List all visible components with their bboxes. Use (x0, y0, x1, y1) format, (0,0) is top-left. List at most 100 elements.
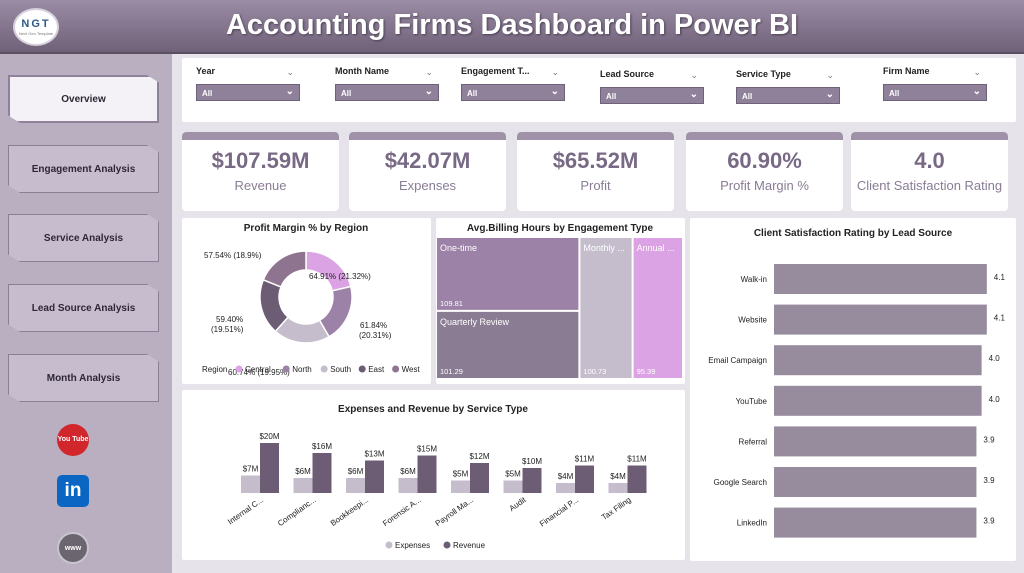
kpi-label: Profit Margin % (720, 178, 809, 193)
treemap-label-annual: Annual ... (637, 243, 675, 253)
service-type-select[interactable]: All ⌄ (736, 87, 840, 104)
card-strip (851, 132, 1008, 140)
engagement-type-select[interactable]: All ⌄ (461, 84, 565, 101)
kpi-value: $65.52M (552, 148, 639, 173)
bar (774, 304, 987, 335)
column-category-label: Forensic A... (381, 495, 423, 528)
bar-value-label: 4.0 (989, 354, 1001, 363)
page-title: Accounting Firms Dashboard in Power BI (225, 9, 798, 41)
legend-dot-central (235, 365, 243, 373)
chevron-down-icon[interactable]: ⌄ (826, 70, 834, 80)
kpi-card-expenses: $42.07M Expenses (349, 132, 506, 211)
dropdown-icon: ⌄ (550, 86, 559, 97)
globe-icon[interactable]: www (57, 532, 89, 564)
column-expenses (608, 483, 628, 493)
column-value-label: $15M (417, 445, 437, 454)
kpi-value: $107.59M (211, 148, 310, 173)
filter-label: Firm Name (883, 66, 930, 76)
column-expenses (503, 480, 523, 493)
column-revenue (470, 463, 489, 493)
bar-category-label: Google Search (714, 478, 767, 487)
bar-category-label: Walk-in (741, 275, 767, 284)
sidebar: Overview Engagement Analysis Service Ana… (0, 54, 172, 573)
linkedin-icon[interactable]: in (57, 475, 89, 507)
column-revenue (312, 453, 332, 493)
lead-source-select[interactable]: All ⌄ (600, 87, 704, 104)
nav-service-analysis-button[interactable]: Service Analysis (8, 214, 159, 262)
bar-category-label: Referral (739, 437, 768, 446)
nav-overview-button[interactable]: Overview (8, 75, 159, 123)
logo-text: NGT (21, 18, 51, 30)
column-value-label: $10M (522, 457, 542, 466)
column-value-label: $4M (610, 472, 626, 481)
nav-engagement-analysis-button[interactable]: Engagement Analysis (8, 145, 159, 193)
filter-lead-source: Lead Source ⌄ All ⌄ (600, 69, 704, 104)
nav-lead-source-analysis-button[interactable]: Lead Source Analysis (8, 284, 159, 332)
bar-value-label: 4.1 (994, 273, 1006, 282)
treemap-tile-annual (633, 238, 682, 378)
treemap-tile-one-time (437, 238, 579, 310)
chart-title: Avg.Billing Hours by Engagement Type (467, 223, 654, 234)
dropdown-icon: ⌄ (689, 89, 698, 100)
legend-dot-east (358, 365, 366, 373)
column-revenue (522, 468, 542, 493)
treemap-tile-quarterly-review (437, 311, 579, 378)
month-name-select[interactable]: All ⌄ (335, 84, 439, 101)
chevron-down-icon[interactable]: ⌄ (551, 67, 559, 77)
bar-value-label: 4.0 (989, 395, 1001, 404)
column-value-label: $13M (364, 450, 384, 459)
chevron-down-icon[interactable]: ⌄ (425, 67, 433, 77)
card-strip (182, 132, 339, 140)
chevron-down-icon[interactable]: ⌄ (690, 70, 698, 80)
filter-label: Year (196, 66, 216, 76)
nav-month-analysis-button[interactable]: Month Analysis (8, 354, 159, 402)
filter-engagement-type: Engagement T... ⌄ All ⌄ (461, 66, 565, 101)
column-expenses (346, 478, 365, 493)
treemap-value-annual: 95.39 (637, 367, 656, 376)
column-expenses (293, 478, 313, 493)
column-value-label: $11M (575, 455, 595, 464)
kpi-card-profit-margin: 60.90% Profit Margin % (686, 132, 843, 211)
logo-subtext: Next Gen Template (18, 31, 54, 36)
dropdown-icon: ⌄ (825, 89, 834, 100)
kpi-card-profit: $65.52M Profit (517, 132, 674, 211)
column-value-label: $16M (312, 442, 332, 451)
youtube-icon[interactable]: You Tube (57, 424, 89, 456)
column-category-label: Audit (508, 495, 529, 513)
kpi-label: Expenses (398, 178, 457, 193)
filter-bar: Year ⌄ All ⌄ Month Name ⌄ All ⌄ Engagement T… (182, 58, 1016, 122)
filter-firm-name: Firm Name ⌄ All ⌄ (883, 66, 987, 101)
filter-service-type: Service Type ⌄ All ⌄ (736, 69, 840, 104)
bar (774, 385, 982, 416)
column-value-label: $5M (505, 470, 521, 479)
year-select[interactable]: All ⌄ (196, 84, 300, 101)
chevron-down-icon[interactable]: ⌄ (286, 67, 294, 77)
legend-dot-expenses (385, 541, 393, 549)
treemap-label-one-time: One-time (440, 243, 477, 253)
column-revenue (260, 443, 279, 493)
chart-title: Profit Margin % by Region (244, 223, 368, 234)
legend-dot-revenue (443, 541, 451, 549)
chart-title: Expenses and Revenue by Service Type (338, 404, 528, 415)
bar-category-label: LinkedIn (737, 519, 767, 528)
column-category-label: Complianc... (276, 495, 318, 528)
chevron-down-icon[interactable]: ⌄ (973, 67, 981, 77)
profit-margin-donut-chart: Profit Margin % by Region 64.91% (21.32%)… (202, 223, 420, 377)
legend-entry-east: East (368, 365, 385, 374)
panel-client-satisfaction: Client Satisfaction Rating by Lead Sourc… (690, 218, 1016, 561)
header-bar: NGT Next Gen Template Accounting Firms D… (0, 0, 1024, 54)
legend-entry-central: Central (245, 365, 271, 374)
kpi-value: 60.90% (727, 148, 802, 173)
bar-value-label: 3.9 (983, 476, 995, 485)
treemap-value-quarterly-review: 101.29 (440, 367, 463, 376)
column-value-label: $6M (348, 467, 364, 476)
legend-entry-expenses: Expenses (395, 541, 430, 550)
column-value-label: $4M (558, 472, 574, 481)
bar-value-label: 3.9 (983, 435, 995, 444)
firm-name-select[interactable]: All ⌄ (883, 84, 987, 101)
filter-label: Service Type (736, 69, 791, 79)
legend-dot-north (282, 365, 290, 373)
logo: NGT Next Gen Template (13, 8, 59, 46)
bar (774, 426, 977, 457)
